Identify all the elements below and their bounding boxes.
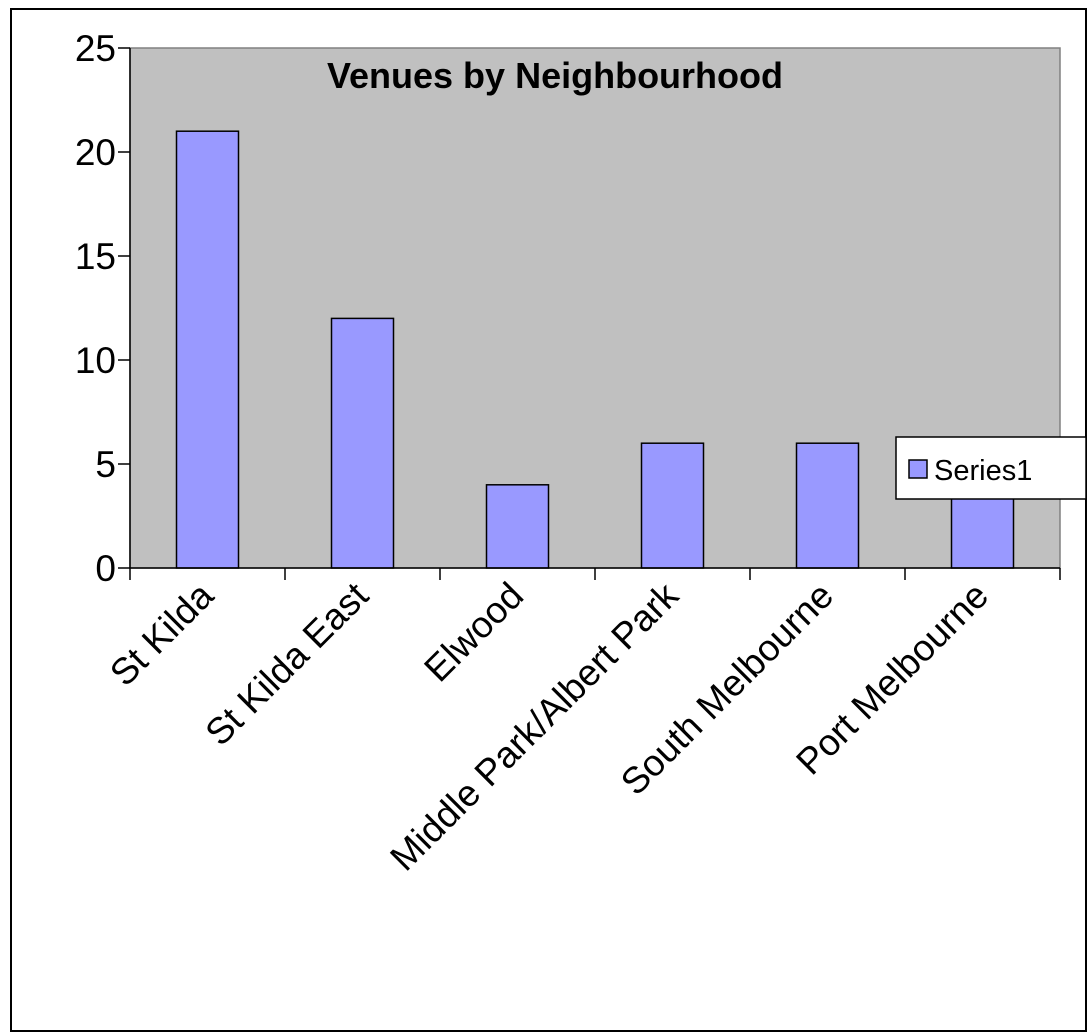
- x-tick-label: St Kilda East: [197, 574, 376, 753]
- bar-south-melbourne[interactable]: [795, 442, 860, 569]
- bars-layer: [175, 130, 1015, 569]
- y-tick-label: 15: [75, 236, 116, 277]
- y-tick-label: 10: [75, 340, 116, 381]
- x-tick-label: Elwood: [416, 575, 531, 690]
- bar-middle-park-albert-park[interactable]: [640, 442, 705, 569]
- chart-title: Venues by Neighbourhood: [327, 55, 783, 96]
- y-tick-label: 0: [95, 548, 116, 589]
- y-tick-label: 5: [95, 444, 116, 485]
- y-tick-label: 20: [75, 132, 116, 173]
- bar-st-kilda-east[interactable]: [330, 317, 395, 569]
- legend-swatch: [908, 459, 928, 479]
- x-tick-label: St Kilda: [102, 574, 221, 693]
- x-tick-label: Middle Park/Albert Park: [382, 574, 686, 878]
- legend[interactable]: Series1: [895, 436, 1087, 500]
- bar-st-kilda[interactable]: [175, 130, 240, 569]
- y-tick-label: 25: [75, 28, 116, 69]
- bar-elwood[interactable]: [485, 484, 550, 569]
- legend-label: Series1: [934, 455, 1032, 487]
